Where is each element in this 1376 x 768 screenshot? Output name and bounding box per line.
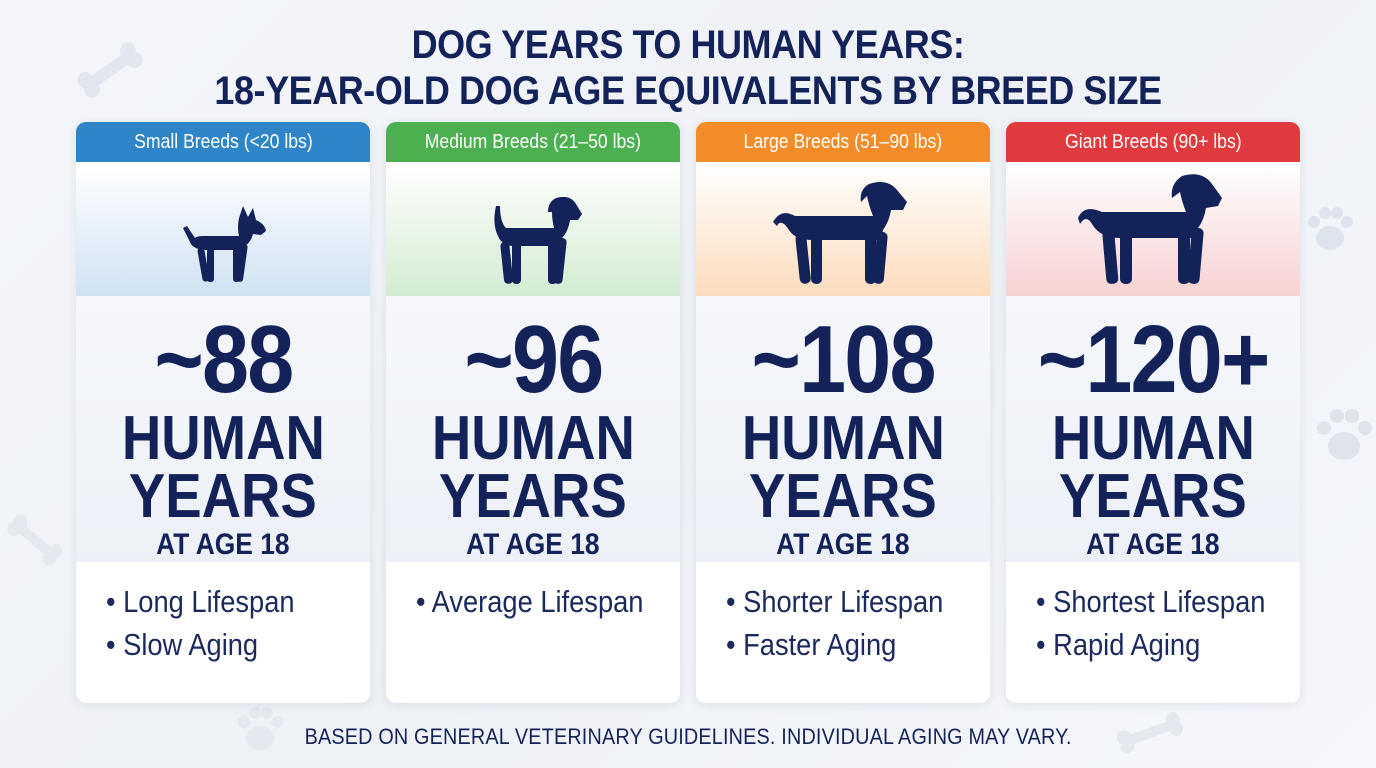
list-item: • Rapid Aging bbox=[1036, 627, 1201, 662]
footnote-text: BASED ON GENERAL VETERINARY GUIDELINES. … bbox=[304, 724, 1072, 749]
page-title: DOG YEARS TO HUMAN YEARS: 18-YEAR-OLD DO… bbox=[0, 22, 1376, 114]
unit-line-2: YEARS bbox=[129, 462, 317, 531]
card-header: Giant Breeds (90+ lbs) bbox=[1006, 122, 1300, 162]
small-dog-silhouette-icon bbox=[183, 206, 266, 282]
age-label: AT AGE 18 bbox=[466, 528, 600, 561]
title-line-2: 18-YEAR-OLD DOG AGE EQUIVALENTS BY BREED… bbox=[214, 69, 1162, 113]
card-header-label: Medium Breeds (21–50 lbs) bbox=[424, 131, 642, 153]
human-years-value: ~96 bbox=[463, 306, 604, 413]
unit-line-1: HUMAN bbox=[1051, 404, 1255, 473]
card-header: Large Breeds (51–90 lbs) bbox=[696, 122, 990, 162]
unit-line-1: HUMAN bbox=[431, 404, 635, 473]
unit-line-2: YEARS bbox=[749, 462, 937, 531]
large-dog-silhouette-icon bbox=[773, 182, 907, 284]
human-years-value: ~120+ bbox=[1037, 306, 1271, 413]
dog-illustration-area bbox=[696, 162, 990, 296]
trait-list: • Shortest Lifespan • Rapid Aging bbox=[1006, 562, 1300, 666]
age-label: AT AGE 18 bbox=[1086, 528, 1220, 561]
paw-print-decoration-icon bbox=[1308, 207, 1353, 250]
paw-print-decoration-icon bbox=[1317, 409, 1372, 460]
human-years-stat: ~96 HUMAN YEARS AT AGE 18 bbox=[386, 296, 680, 562]
dog-illustration-area bbox=[1006, 162, 1300, 296]
footnote: BASED ON GENERAL VETERINARY GUIDELINES. … bbox=[0, 724, 1376, 750]
unit-line-2: YEARS bbox=[1059, 462, 1247, 531]
list-item: • Slow Aging bbox=[106, 627, 259, 662]
paw-print-decoration-icon bbox=[238, 707, 283, 750]
unit-line-1: HUMAN bbox=[121, 404, 325, 473]
title-line-1: DOG YEARS TO HUMAN YEARS: bbox=[411, 23, 965, 67]
card-header: Medium Breeds (21–50 lbs) bbox=[386, 122, 680, 162]
list-item: • Average Lifespan bbox=[416, 584, 644, 619]
trait-list: • Average Lifespan bbox=[386, 562, 680, 623]
giant-dog-silhouette-icon bbox=[1078, 174, 1222, 284]
list-item: • Shortest Lifespan bbox=[1036, 584, 1266, 619]
bone-decoration-icon bbox=[77, 42, 143, 98]
list-item: • Long Lifespan bbox=[106, 584, 295, 619]
medium-dog-silhouette-icon bbox=[494, 196, 582, 284]
human-years-stat: ~88 HUMAN YEARS AT AGE 18 bbox=[76, 296, 370, 562]
bone-decoration-icon bbox=[7, 514, 63, 566]
card-giant-breeds: Giant Breeds (90+ lbs) ~120+ HUMAN YEARS… bbox=[1006, 122, 1300, 703]
card-header: Small Breeds (<20 lbs) bbox=[76, 122, 370, 162]
card-small-breeds: Small Breeds (<20 lbs) ~88 HUMAN YEARS A… bbox=[76, 122, 370, 703]
breed-cards: Small Breeds (<20 lbs) ~88 HUMAN YEARS A… bbox=[76, 122, 1300, 703]
list-item: • Faster Aging bbox=[726, 627, 897, 662]
card-header-label: Large Breeds (51–90 lbs) bbox=[743, 131, 943, 153]
card-header-label: Giant Breeds (90+ lbs) bbox=[1064, 131, 1242, 153]
dog-illustration-area bbox=[76, 162, 370, 296]
list-item: • Shorter Lifespan bbox=[726, 584, 944, 619]
bone-decoration-icon bbox=[1116, 712, 1184, 754]
trait-list: • Long Lifespan • Slow Aging bbox=[76, 562, 370, 666]
human-years-value: ~88 bbox=[153, 306, 294, 413]
card-medium-breeds: Medium Breeds (21–50 lbs) ~96 HUMAN YEAR… bbox=[386, 122, 680, 703]
card-large-breeds: Large Breeds (51–90 lbs) ~108 HUMAN YEAR… bbox=[696, 122, 990, 703]
unit-line-2: YEARS bbox=[439, 462, 627, 531]
human-years-stat: ~108 HUMAN YEARS AT AGE 18 bbox=[696, 296, 990, 562]
age-label: AT AGE 18 bbox=[776, 528, 910, 561]
age-label: AT AGE 18 bbox=[156, 528, 290, 561]
trait-list: • Shorter Lifespan • Faster Aging bbox=[696, 562, 990, 666]
unit-line-1: HUMAN bbox=[741, 404, 945, 473]
human-years-stat: ~120+ HUMAN YEARS AT AGE 18 bbox=[1006, 296, 1300, 562]
human-years-value: ~108 bbox=[751, 306, 936, 413]
dog-illustration-area bbox=[386, 162, 680, 296]
card-header-label: Small Breeds (<20 lbs) bbox=[133, 131, 313, 153]
